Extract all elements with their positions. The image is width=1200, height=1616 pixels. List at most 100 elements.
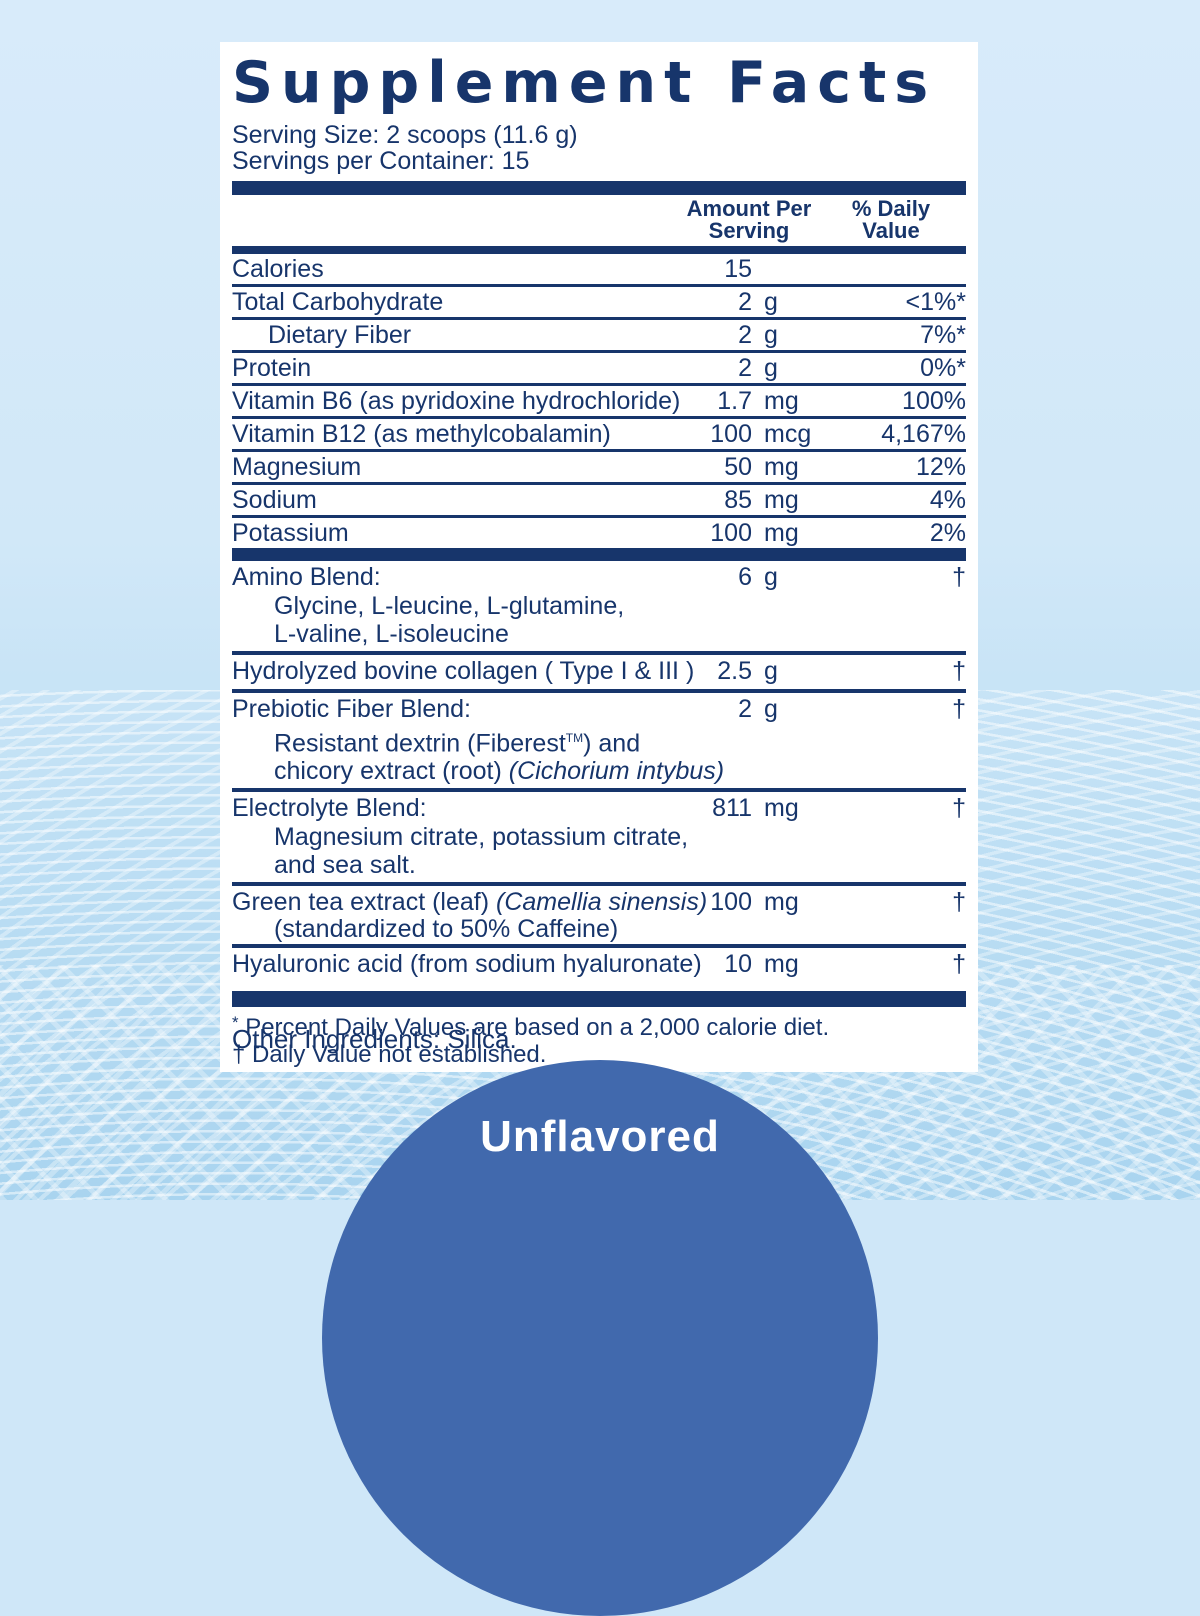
daily-value: 12% (915, 453, 966, 481)
asterisk-marker: * (232, 1013, 239, 1033)
amount-unit: mg (764, 794, 799, 823)
thick-rule-top (232, 181, 966, 195)
amount-unit: mg (764, 486, 799, 514)
nutrient-row-vitamin-b12: Vitamin B12 (as methylcobalamin) 100 mcg… (232, 419, 966, 452)
amount-value: 2 (738, 288, 752, 316)
nutrient-row-sodium: Sodium 85 mg 4% (232, 485, 966, 518)
nutrient-row-protein: Protein 2 g 0%* (232, 353, 966, 386)
supplement-facts-title: Supplement Facts (232, 50, 937, 116)
blend-name: Hyaluronic acid (from sodium hyaluronate… (232, 950, 702, 979)
amount-value: 811 (712, 794, 752, 823)
amount-value: 2.5 (717, 657, 752, 685)
nutrient-name: Total Carbohydrate (232, 288, 444, 316)
amount-unit: g (764, 695, 778, 723)
nutrient-name: Magnesium (232, 453, 362, 481)
blend-name: Prebiotic Fiber Blend: (232, 695, 472, 723)
daily-value: 7%* (920, 321, 966, 349)
amount-unit: mg (764, 387, 799, 415)
nutrient-name: Sodium (232, 486, 317, 514)
daily-value-dagger: † (952, 563, 966, 591)
latin-name: (Cichorium intybus) (508, 757, 725, 786)
blend-sub-line: Magnesium citrate, potassium citrate, (274, 823, 689, 852)
blend-name: Electrolyte Blend: (232, 794, 427, 823)
amount-value: 100 (710, 888, 752, 917)
footnote-dagger: † Daily Value not established. (232, 1041, 547, 1069)
amount-unit: g (764, 354, 778, 382)
serving-size-text: Serving Size: 2 scoops (11.6 g) (232, 121, 578, 149)
amount-value: 85 (724, 486, 752, 514)
column-header-row: Amount Per Serving % Daily Value (232, 195, 966, 246)
daily-value-dagger: † (952, 794, 966, 823)
column-header-amount: Amount Per Serving (686, 196, 812, 243)
nutrient-name: Vitamin B6 (as pyridoxine hydrochloride) (232, 387, 681, 415)
medium-rule-under-headers (232, 246, 966, 254)
latin-name: (Camellia sinensis) (496, 888, 708, 917)
blend-sub-line: and sea salt. (274, 851, 416, 880)
blend-row-amino: Amino Blend: 6 g † Glycine, L-leucine, L… (232, 561, 966, 655)
amount-unit: g (764, 563, 778, 591)
daily-value: <1%* (905, 288, 966, 316)
daily-value: 2% (929, 519, 966, 547)
supplement-facts-panel: Supplement Facts Serving Size: 2 scoops … (220, 42, 978, 1073)
nutrient-name: Calories (232, 255, 324, 283)
blend-row-hyaluronic-acid: Hyaluronic acid (from sodium hyaluronate… (232, 948, 966, 982)
amount-value: 2 (738, 695, 752, 723)
nutrient-row-potassium: Potassium 100 mg 2% (232, 518, 966, 548)
nutrient-name: Protein (232, 354, 312, 382)
daily-value-dagger: † (952, 695, 966, 723)
other-ingredients-text: Other Ingredients: Silica. (232, 1024, 517, 1054)
amount-value: 50 (724, 453, 752, 481)
footnote-asterisk: * Percent Daily Values are based on a 2,… (232, 1013, 830, 1042)
daily-value: 4% (929, 486, 966, 514)
amount-unit: mg (764, 453, 799, 481)
amount-value: 2 (738, 354, 752, 382)
column-header-daily-value: % Daily Value (851, 196, 931, 243)
amount-value: 2 (738, 321, 752, 349)
trademark-superscript: TM (565, 731, 584, 745)
blend-row-prebiotic-fiber: Prebiotic Fiber Blend: 2 g † Resistant d… (232, 693, 966, 793)
amount-unit: g (764, 321, 778, 349)
blend-sub-line: (standardized to 50% Caffeine) (274, 915, 619, 944)
nutrient-row-vitamin-b6: Vitamin B6 (as pyridoxine hydrochloride)… (232, 386, 966, 419)
amount-unit: mg (764, 950, 799, 979)
nutrient-row-total-carbohydrate: Total Carbohydrate 2 g <1%* (232, 287, 966, 320)
blend-name: Hydrolyzed bovine collagen ( Type I & II… (232, 657, 695, 685)
amount-value: 100 (710, 519, 752, 547)
nutrient-row-magnesium: Magnesium 50 mg 12% (232, 452, 966, 485)
flavor-badge: Unflavored (322, 1060, 878, 1616)
amount-unit: mcg (764, 420, 812, 448)
blend-name: Green tea extract (leaf) (Camellia sinen… (232, 888, 708, 917)
thick-rule-middle (232, 548, 966, 561)
daily-value-dagger: † (952, 950, 966, 979)
blend-name: Amino Blend: (232, 563, 381, 591)
amount-unit: mg (764, 519, 799, 547)
nutrient-name: Dietary Fiber (268, 321, 412, 349)
daily-value: 4,167% (881, 420, 966, 448)
nutrient-row-dietary-fiber: Dietary Fiber 2 g 7%* (232, 320, 966, 353)
daily-value: 0%* (920, 354, 966, 382)
blend-sub-line: chicory extract (root) (Cichorium intybu… (274, 757, 725, 786)
daily-value: 100% (902, 387, 966, 415)
thick-rule-bottom (232, 991, 966, 1008)
nutrient-name: Vitamin B12 (as methylcobalamin) (232, 420, 611, 448)
daily-value-dagger: † (952, 888, 966, 917)
blend-row-green-tea: Green tea extract (leaf) (Camellia sinen… (232, 886, 966, 949)
amount-unit: g (764, 657, 778, 685)
dagger-marker: † (232, 1041, 246, 1069)
blend-sub-line: Glycine, L-leucine, L-glutamine, (274, 592, 625, 620)
amount-value: 15 (724, 255, 752, 283)
amount-value: 100 (710, 420, 752, 448)
nutrient-name: Potassium (232, 519, 349, 547)
blend-sub-line: L-valine, L-isoleucine (274, 620, 509, 648)
amount-unit: mg (764, 888, 799, 917)
blend-row-collagen: Hydrolyzed bovine collagen ( Type I & II… (232, 655, 966, 693)
amount-value: 1.7 (717, 387, 752, 415)
amount-value: 10 (724, 950, 752, 979)
amount-value: 6 (738, 563, 752, 591)
amount-unit: g (764, 288, 778, 316)
blend-row-electrolyte: Electrolyte Blend: 811 mg † Magnesium ci… (232, 792, 966, 887)
blend-sub-line: Resistant dextrin (FiberestTM) and (274, 729, 641, 758)
flavor-label: Unflavored (480, 1112, 720, 1161)
nutrient-row-calories: Calories 15 (232, 254, 966, 287)
servings-per-container-text: Servings per Container: 15 (232, 147, 530, 175)
